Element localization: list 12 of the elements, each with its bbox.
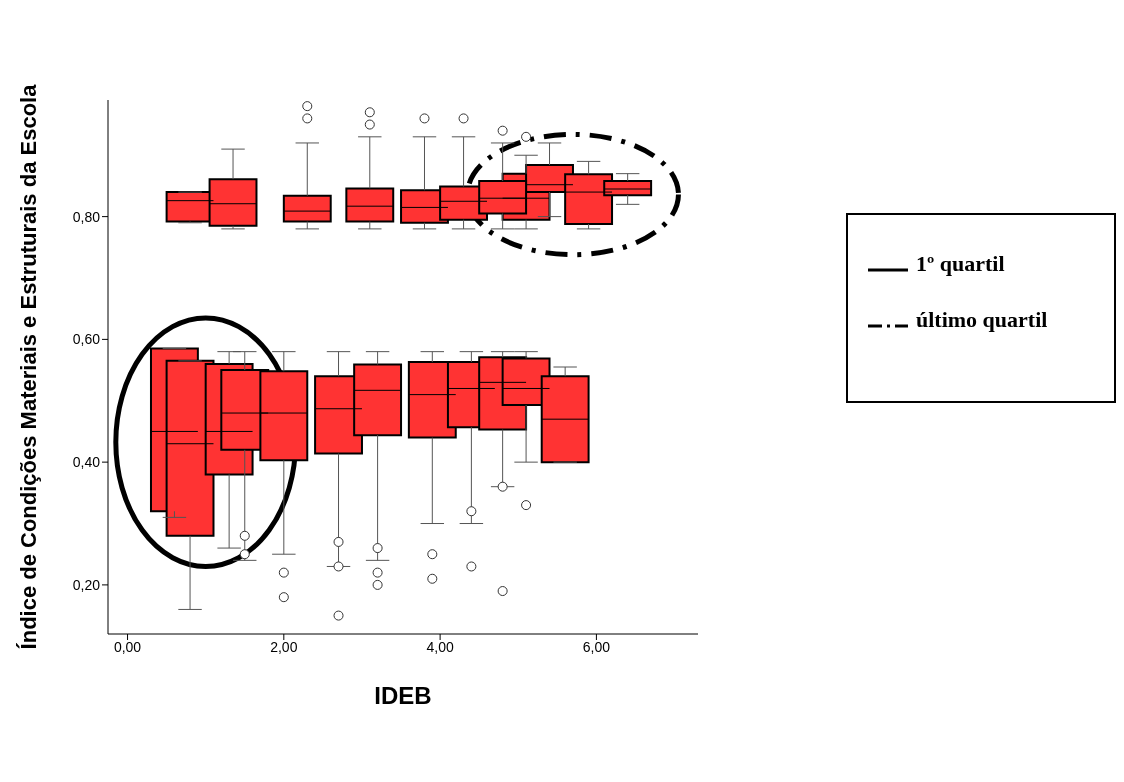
x-tick-label: 2,00 <box>270 638 298 655</box>
x-tick-label: 4,00 <box>426 638 454 655</box>
legend-label: último quartil <box>916 307 1048 333</box>
x-tick-label: 6,00 <box>582 638 611 655</box>
y-axis-title: Índice de Condições Materiais e Estruturais da Escola <box>15 83 41 650</box>
y-tick-label: 0,40 <box>72 454 101 471</box>
y-tick-label: 0,60 <box>72 331 101 348</box>
x-axis-title: IDEB <box>374 682 432 709</box>
y-tick-label: 0,20 <box>72 576 101 593</box>
x-tick-label: 0,00 <box>113 638 142 655</box>
y-tick-label: 0,80 <box>72 208 101 225</box>
legend-label: 1º quartil <box>916 251 1005 277</box>
